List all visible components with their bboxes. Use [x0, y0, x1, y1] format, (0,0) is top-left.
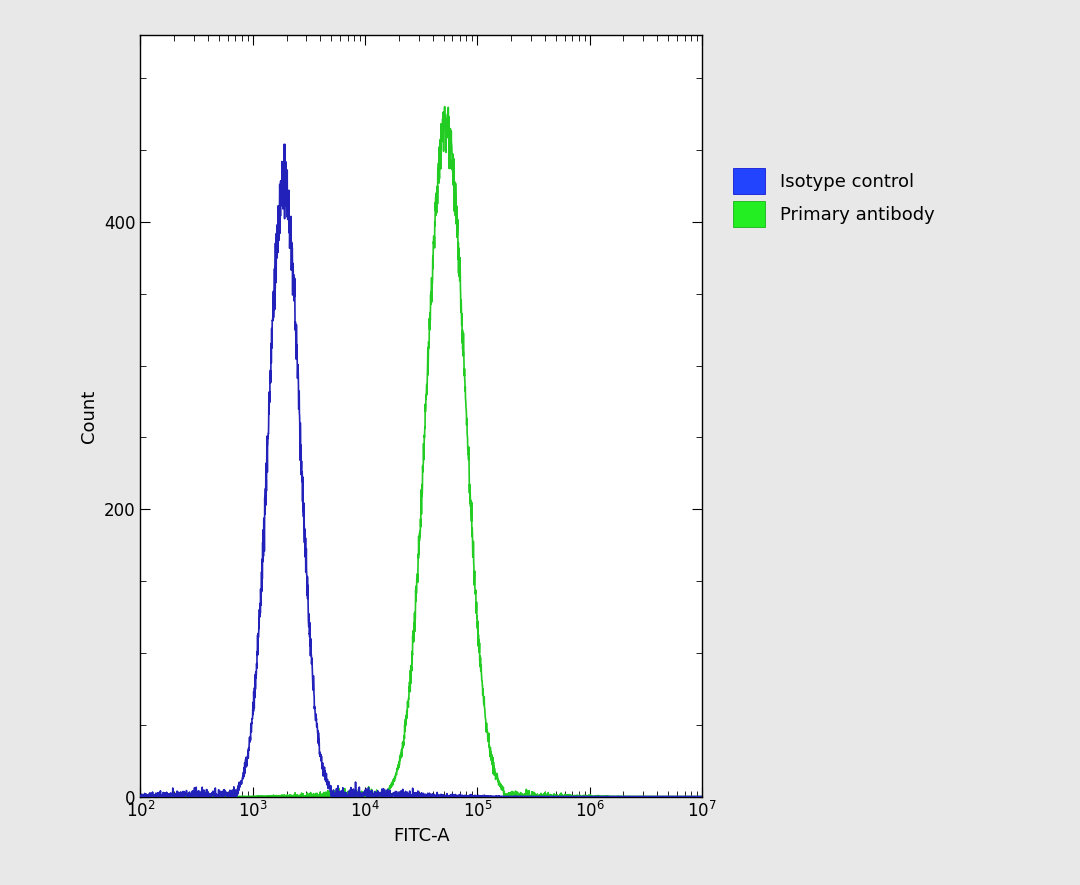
- X-axis label: FITC-A: FITC-A: [393, 827, 449, 845]
- Y-axis label: Count: Count: [80, 389, 98, 442]
- Legend: Isotype control, Primary antibody: Isotype control, Primary antibody: [732, 168, 934, 227]
